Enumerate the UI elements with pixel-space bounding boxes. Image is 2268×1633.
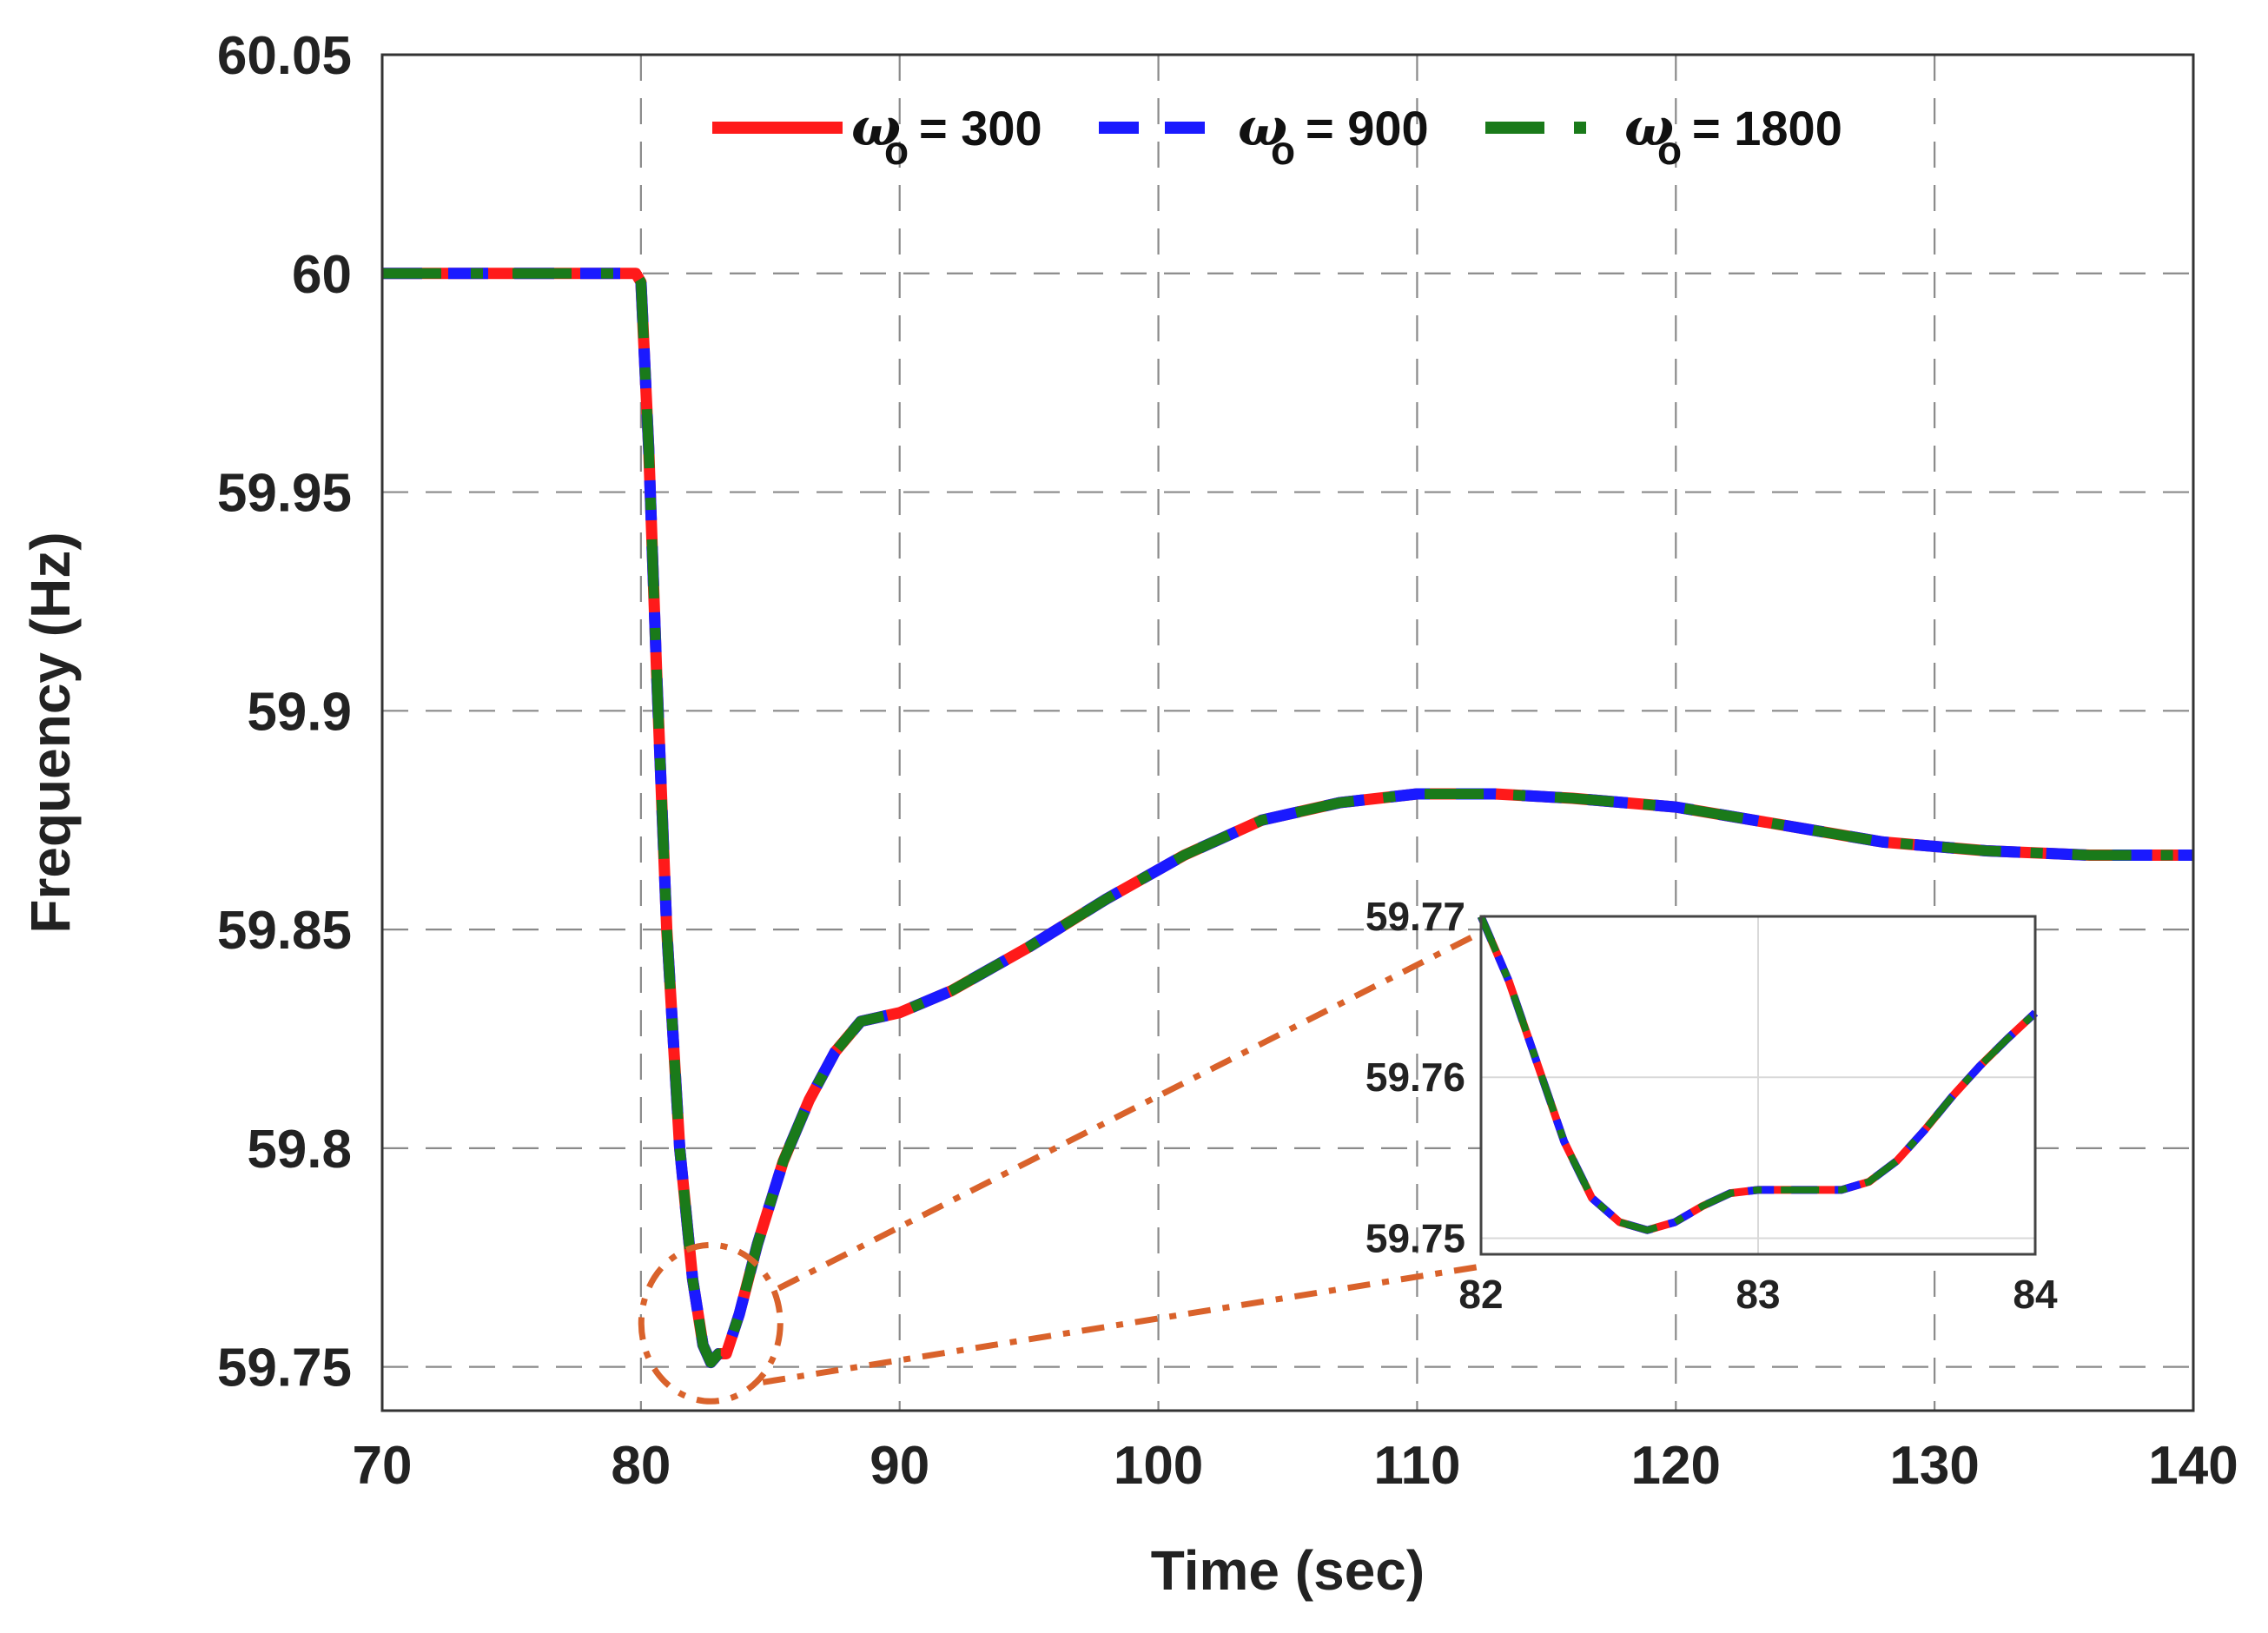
y-tick-label: 59.8 (247, 1120, 352, 1180)
y-tick-labels: 59.75 59.8 59.85 59.9 59.95 60 60.05 (217, 26, 352, 1398)
y-axis-label: Frequency (Hz) (19, 532, 82, 933)
x-tick-label: 120 (1631, 1436, 1721, 1496)
inset-series-line-3 (1478, 915, 2038, 1234)
inset-x-tick-label: 84 (2013, 1272, 2058, 1317)
series-line-3 (382, 268, 2193, 1368)
x-tick-label: 130 (1889, 1436, 1979, 1496)
legend-subscript: o (884, 128, 909, 173)
y-tick-label: 60 (292, 245, 352, 305)
series-line-2 (382, 268, 2193, 1369)
legend-label: = 300 (919, 101, 1042, 155)
main-series-group (382, 268, 2193, 1369)
x-tick-label: 70 (353, 1436, 413, 1496)
legend: ωo = 300 ωo = 900 ωo = 1800 (712, 97, 1842, 173)
legend-label: = 900 (1306, 101, 1429, 155)
x-tick-label: 140 (2148, 1436, 2238, 1496)
legend-label: = 1800 (1692, 101, 1842, 155)
y-tick-label: 59.75 (217, 1339, 352, 1398)
inset-x-tick-label: 83 (1736, 1272, 1780, 1317)
x-tick-label: 80 (611, 1436, 671, 1496)
x-tick-label: 110 (1373, 1436, 1460, 1496)
inset-x-tick-label: 82 (1458, 1272, 1503, 1317)
y-tick-label: 59.85 (217, 901, 352, 961)
x-tick-label: 90 (870, 1436, 929, 1496)
legend-subscript: o (1657, 128, 1682, 173)
y-tick-label: 59.9 (247, 682, 352, 742)
zoom-annotation (638, 929, 1483, 1405)
y-tick-label: 60.05 (217, 26, 352, 86)
zoom-connector-bottom (762, 1263, 1482, 1385)
legend-symbol: ω (851, 97, 901, 158)
inset-y-tick-label: 59.75 (1365, 1215, 1465, 1260)
x-axis-label: Time (sec) (1151, 1539, 1425, 1602)
x-tick-label: 100 (1114, 1436, 1203, 1496)
x-tick-labels: 70 80 90 100 110 120 130 140 (353, 1436, 2238, 1496)
y-tick-label: 59.95 (217, 464, 352, 524)
inset-y-tick-label: 59.77 (1365, 894, 1465, 939)
main-plot-frame (380, 53, 2195, 1412)
legend-symbol: ω (1624, 97, 1674, 158)
inset-frame (1479, 915, 2037, 1256)
legend-symbol: ω (1238, 97, 1287, 158)
inset-y-tick-label: 59.76 (1365, 1055, 1465, 1100)
zoom-circle (638, 1241, 784, 1405)
zoom-connector-top (777, 929, 1483, 1292)
legend-subscript: o (1271, 128, 1295, 173)
inset-plot: 82 83 84 59.75 59.76 59.77 (1365, 894, 2058, 1317)
